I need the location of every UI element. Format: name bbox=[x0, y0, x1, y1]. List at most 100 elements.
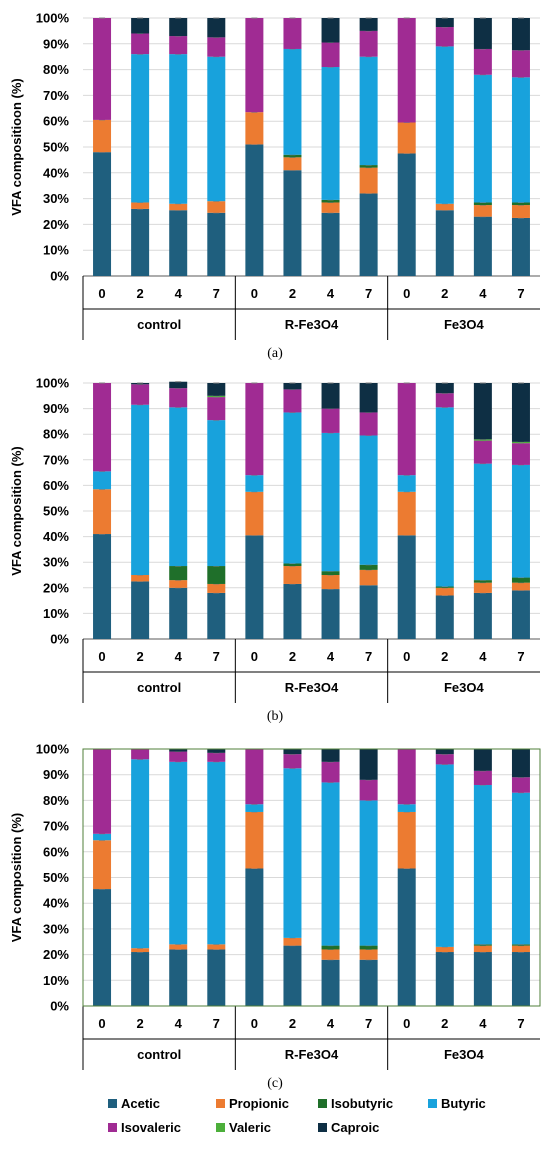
bar-segment-valeric bbox=[511, 441, 530, 444]
y-tick-label: 100% bbox=[36, 11, 70, 26]
legend-label: Propionic bbox=[229, 1096, 289, 1111]
bar-segment-acetic bbox=[93, 152, 112, 276]
y-axis-label: VFA composition (%) bbox=[9, 813, 24, 943]
legend-swatch bbox=[216, 1123, 225, 1132]
y-tick-label: 80% bbox=[43, 62, 69, 77]
bar-segment-isobutyric bbox=[169, 566, 188, 581]
legend-label: Caproic bbox=[331, 1120, 379, 1135]
x-tick-label: 7 bbox=[213, 1016, 220, 1031]
y-tick-label: 80% bbox=[43, 427, 69, 442]
bar-segment-acetic bbox=[131, 581, 150, 639]
bar-segment-butyric bbox=[207, 56, 226, 202]
group-label: Fe3O4 bbox=[444, 680, 485, 695]
legend-label: Isovaleric bbox=[121, 1120, 181, 1135]
bar-segment-propionic bbox=[359, 569, 378, 586]
bar-segment-butyric bbox=[169, 54, 188, 204]
bar-segment-caproic bbox=[359, 749, 378, 780]
bar-segment-propionic bbox=[283, 566, 302, 584]
bar-segment-butyric bbox=[473, 463, 492, 581]
bar-segment-isovaleric bbox=[283, 18, 302, 49]
bar-segment-isobutyric bbox=[473, 580, 492, 583]
bar-segment-isovaleric bbox=[131, 384, 150, 405]
bar-segment-propionic bbox=[435, 587, 454, 596]
bar-segment-acetic bbox=[207, 592, 226, 639]
bar-segment-butyric bbox=[283, 768, 302, 938]
x-tick-label: 7 bbox=[365, 1016, 372, 1031]
bar-segment-butyric bbox=[435, 764, 454, 947]
legend-label: Butyric bbox=[441, 1096, 486, 1111]
bar-segment-acetic bbox=[207, 949, 226, 1006]
bar-segment-propionic bbox=[321, 949, 340, 960]
bar-segment-isobutyric bbox=[359, 945, 378, 950]
bar-segment-propionic bbox=[321, 575, 340, 590]
bar-segment-caproic bbox=[473, 749, 492, 771]
bar-segment-isobutyric bbox=[435, 586, 454, 588]
chart-panel-c: 0% 10% 20% 30% 40% 50% 60% 70% 80% 90% 100% VFA com… bbox=[9, 742, 541, 1091]
x-tick-label: 4 bbox=[327, 649, 335, 664]
x-tick-label: 2 bbox=[137, 286, 144, 301]
bar-segment-isobutyric bbox=[207, 566, 226, 584]
x-tick-label: 0 bbox=[251, 649, 258, 664]
bar-segment-isobutyric bbox=[283, 154, 302, 158]
y-axis-label: VFA compositioon (%) bbox=[9, 78, 24, 215]
legend-item: Acetic bbox=[108, 1096, 160, 1111]
x-tick-label: 4 bbox=[327, 1016, 335, 1031]
bar-segment-isobutyric bbox=[283, 563, 302, 567]
x-tick-label: 0 bbox=[251, 286, 258, 301]
legend-item: Caproic bbox=[318, 1120, 379, 1135]
y-tick-label: 10% bbox=[43, 973, 69, 988]
x-tick-label: 7 bbox=[517, 649, 524, 664]
y-tick-label: 60% bbox=[43, 478, 69, 493]
panel-caption: (c) bbox=[267, 1076, 283, 1091]
bar-segment-isovaleric bbox=[207, 37, 226, 57]
legend-item: Butyric bbox=[428, 1096, 486, 1111]
bar-segment-isovaleric bbox=[511, 50, 530, 78]
bar-segment-butyric bbox=[511, 464, 530, 578]
legend-swatch bbox=[428, 1099, 437, 1108]
bar-segment-caproic bbox=[321, 18, 340, 43]
bar-segment-propionic bbox=[93, 840, 112, 890]
bar-segment-butyric bbox=[359, 800, 378, 946]
legend-swatch bbox=[216, 1099, 225, 1108]
bar-segment-acetic bbox=[359, 959, 378, 1006]
bar-segment-acetic bbox=[359, 585, 378, 639]
bar-segment-propionic bbox=[245, 112, 264, 145]
bar-segment-acetic bbox=[435, 210, 454, 276]
bar-segment-butyric bbox=[131, 54, 150, 203]
y-tick-label: 10% bbox=[43, 606, 69, 621]
bar-segment-acetic bbox=[511, 590, 530, 639]
bar-segment-isovaleric bbox=[473, 48, 492, 75]
bar-segment-isobutyric bbox=[359, 165, 378, 168]
bar-segment-caproic bbox=[359, 18, 378, 31]
bar-segment-acetic bbox=[397, 535, 416, 639]
x-tick-label: 7 bbox=[365, 286, 372, 301]
bar-segment-caproic bbox=[131, 383, 150, 385]
x-tick-label: 4 bbox=[479, 1016, 487, 1031]
bar-segment-propionic bbox=[359, 949, 378, 960]
bar-segment-butyric bbox=[207, 761, 226, 945]
legend-swatch bbox=[108, 1123, 117, 1132]
group-label: Fe3O4 bbox=[444, 317, 485, 332]
bar-segment-isovaleric bbox=[283, 754, 302, 769]
bar-segment-propionic bbox=[397, 491, 416, 536]
y-tick-label: 80% bbox=[43, 793, 69, 808]
bar-segment-butyric bbox=[359, 56, 378, 166]
bar-segment-caproic bbox=[511, 749, 530, 778]
bar-segment-isovaleric bbox=[93, 749, 112, 834]
bar-segment-butyric bbox=[169, 407, 188, 567]
bar-segment-propionic bbox=[131, 202, 150, 209]
y-tick-label: 20% bbox=[43, 217, 69, 232]
bar-segment-acetic bbox=[245, 535, 264, 639]
bar-segment-acetic bbox=[283, 170, 302, 276]
bar-segment-caproic bbox=[169, 749, 188, 752]
bar-segment-isobutyric bbox=[511, 577, 530, 583]
bar-segment-acetic bbox=[283, 583, 302, 639]
x-tick-label: 0 bbox=[98, 1016, 105, 1031]
bar-segment-caproic bbox=[435, 749, 454, 755]
bar-segment-propionic bbox=[131, 948, 150, 953]
x-tick-label: 2 bbox=[441, 286, 448, 301]
group-label: R-Fe3O4 bbox=[285, 317, 339, 332]
bar-segment-butyric bbox=[169, 761, 188, 945]
x-tick-label: 4 bbox=[175, 1016, 183, 1031]
